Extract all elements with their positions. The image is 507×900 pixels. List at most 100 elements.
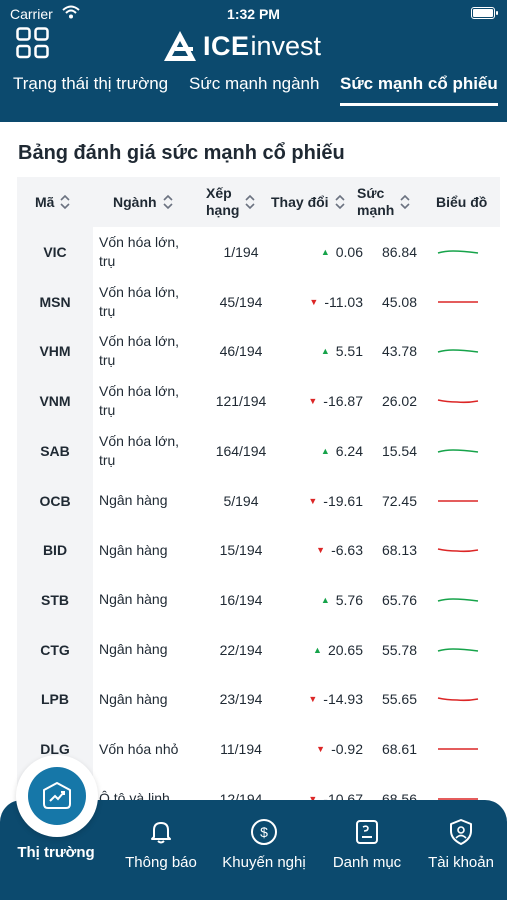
column-header-sector[interactable]: Ngành [113, 177, 173, 227]
grid-menu-icon[interactable] [16, 27, 50, 59]
stock-change: ▲ 20.65 [287, 625, 363, 675]
nav-portfolio[interactable]: Danh mục [324, 800, 410, 900]
stock-sector: Ngân hàng [99, 690, 168, 707]
nav-account-label: Tài khoản [428, 854, 494, 871]
table-row[interactable]: CTG Ngân hàng 22/194 ▲ 20.65 55.78 [17, 624, 500, 675]
sparkline-chart-icon [438, 748, 478, 750]
brand-ice: ICE [203, 30, 250, 61]
stock-code[interactable]: LPB [17, 674, 93, 725]
stock-rank: 46/194 [219, 343, 263, 360]
arrow-down-icon: ▼ [308, 793, 318, 801]
sparkline-chart-icon [438, 499, 478, 502]
stock-code[interactable]: VIC [17, 227, 93, 277]
sort-icon[interactable] [60, 194, 71, 210]
table-row[interactable]: DLG Vốn hóa nhỏ 11/194 ▼ -0.92 68.61 [17, 724, 500, 774]
header-chart-label: Biểu đồ [436, 193, 488, 210]
sort-icon[interactable] [245, 194, 256, 210]
header-strength-line2: mạnh [357, 202, 395, 218]
stock-strength: 86.84 [381, 244, 417, 260]
market-fab-inner[interactable] [28, 767, 86, 825]
stock-strength: 68.61 [381, 741, 417, 757]
table-row[interactable]: LPB Ngân hàng 23/194 ▼ -14.93 55.65 [17, 674, 500, 725]
tab-sector-strength[interactable]: Sức mạnh ngành [189, 74, 320, 93]
stock-sector: Ô tô và linh [99, 790, 170, 801]
column-header-code[interactable]: Mã [35, 177, 71, 227]
stock-change: ▼ -16.87 [287, 376, 363, 426]
stock-change-value: 6.24 [335, 442, 363, 459]
header-change-label: Thay đổi [271, 193, 329, 210]
stock-change-value: -14.93 [323, 691, 363, 708]
stock-strength: 45.08 [381, 293, 417, 310]
arrow-down-icon: ▼ [308, 396, 318, 407]
column-header-strength[interactable]: Sức mạnh [357, 177, 410, 227]
status-bar: Carrier 1:32 PM [0, 0, 507, 28]
market-chart-icon [43, 782, 71, 809]
table-row[interactable]: VNM Vốn hóa lớn, trụ 121/194 ▼ -16.87 26.02 [17, 376, 500, 427]
sparkline-chart-icon [437, 250, 479, 254]
page-title: Bảng đánh giá sức mạnh cổ phiếu [18, 142, 345, 164]
nav-notifications[interactable]: Thông báo [118, 800, 204, 900]
stock-change-value: -0.92 [331, 741, 363, 757]
table-row[interactable]: VIC Vốn hóa lớn, trụ 1/194 ▲ 0.06 86.84 [17, 227, 500, 277]
stock-sector: Vốn hóa lớn, trụ [99, 234, 180, 269]
sort-icon[interactable] [162, 194, 173, 210]
arrow-down-icon: ▼ [308, 694, 318, 705]
portfolio-icon [356, 820, 378, 844]
stock-change-value: 5.51 [335, 343, 363, 360]
stock-change: ▼ -11.03 [287, 277, 363, 327]
stock-strength: 43.78 [381, 343, 417, 360]
stock-strength: 15.54 [381, 442, 417, 459]
stock-rank: 12/194 [219, 790, 263, 801]
stock-rank: 121/194 [215, 393, 267, 410]
sparkline-chart-icon [437, 647, 479, 652]
column-header-rank[interactable]: Xếp hạng [206, 177, 256, 227]
ice-logo-icon [164, 31, 196, 61]
stock-code[interactable]: VNM [17, 376, 93, 427]
stock-sector: Ngân hàng [99, 641, 168, 658]
stock-change-value: 5.76 [335, 591, 363, 608]
stock-change: ▼ -10.67 [287, 774, 363, 801]
stock-code[interactable]: CTG [17, 624, 93, 675]
arrow-down-icon: ▼ [316, 744, 326, 754]
top-tabs: Trạng thái thị trường Sức mạnh ngành Sức… [0, 70, 507, 106]
wifi-icon [62, 5, 80, 19]
status-time: 1:32 PM [227, 6, 280, 22]
stock-code[interactable]: VHM [17, 326, 93, 377]
stock-code[interactable]: SAB [17, 425, 93, 476]
table-row[interactable]: BID Ngân hàng 15/194 ▼ -6.63 68.13 [17, 525, 500, 576]
carrier-label: Carrier [10, 6, 53, 22]
sparkline-chart-icon [438, 300, 478, 303]
stock-strength: 26.02 [381, 393, 417, 410]
tab-market-status[interactable]: Trạng thái thị trường [13, 74, 169, 93]
stock-code[interactable]: BID [17, 525, 93, 576]
tab-stock-strength[interactable]: Sức mạnh cổ phiếu [340, 74, 498, 106]
column-header-change[interactable]: Thay đổi [271, 177, 345, 227]
nav-market-label: Thị trường [17, 844, 95, 861]
nav-account[interactable]: Tài khoản [420, 800, 502, 900]
stock-sector: Vốn hóa nhỏ [99, 740, 179, 757]
sparkline-chart-icon [437, 349, 479, 354]
stock-change-value: -11.03 [324, 293, 363, 310]
header-sector-label: Ngành [113, 193, 157, 210]
stock-code[interactable]: MSN [17, 276, 93, 327]
table-row[interactable]: VHM Vốn hóa lớn, trụ 46/194 ▲ 5.51 43.78 [17, 326, 500, 377]
table-row[interactable]: SAB Vốn hóa lớn, trụ 164/194 ▲ 6.24 15.54 [17, 425, 500, 476]
nav-notifications-label: Thông báo [125, 854, 197, 871]
table-row[interactable]: OCB Ngân hàng 5/194 ▼ -19.61 72.45 [17, 475, 500, 526]
nav-recommendations[interactable]: $ Khuyến nghị [218, 800, 310, 900]
stock-change-value: -19.61 [323, 492, 363, 509]
stock-rank: 11/194 [220, 741, 262, 757]
stock-strength-table[interactable]: Mã Ngành Xếp hạng Thay đổi Sức [17, 177, 500, 801]
table-row[interactable]: MSN Vốn hóa lớn, trụ 45/194 ▼ -11.03 45.08 [17, 276, 500, 327]
stock-strength: 68.13 [381, 542, 417, 559]
sort-icon[interactable] [334, 194, 345, 210]
stock-code[interactable]: STB [17, 574, 93, 625]
bell-icon [151, 822, 171, 844]
market-fab[interactable] [16, 755, 98, 837]
arrow-up-icon: ▲ [320, 346, 330, 357]
table-row[interactable]: STB Ngân hàng 16/194 ▲ 5.76 65.76 [17, 574, 500, 625]
nav-market[interactable]: Thị trường [8, 800, 104, 900]
sort-icon[interactable] [400, 194, 410, 210]
header-rank-line2: hạng [206, 202, 240, 218]
stock-code[interactable]: OCB [17, 475, 93, 526]
